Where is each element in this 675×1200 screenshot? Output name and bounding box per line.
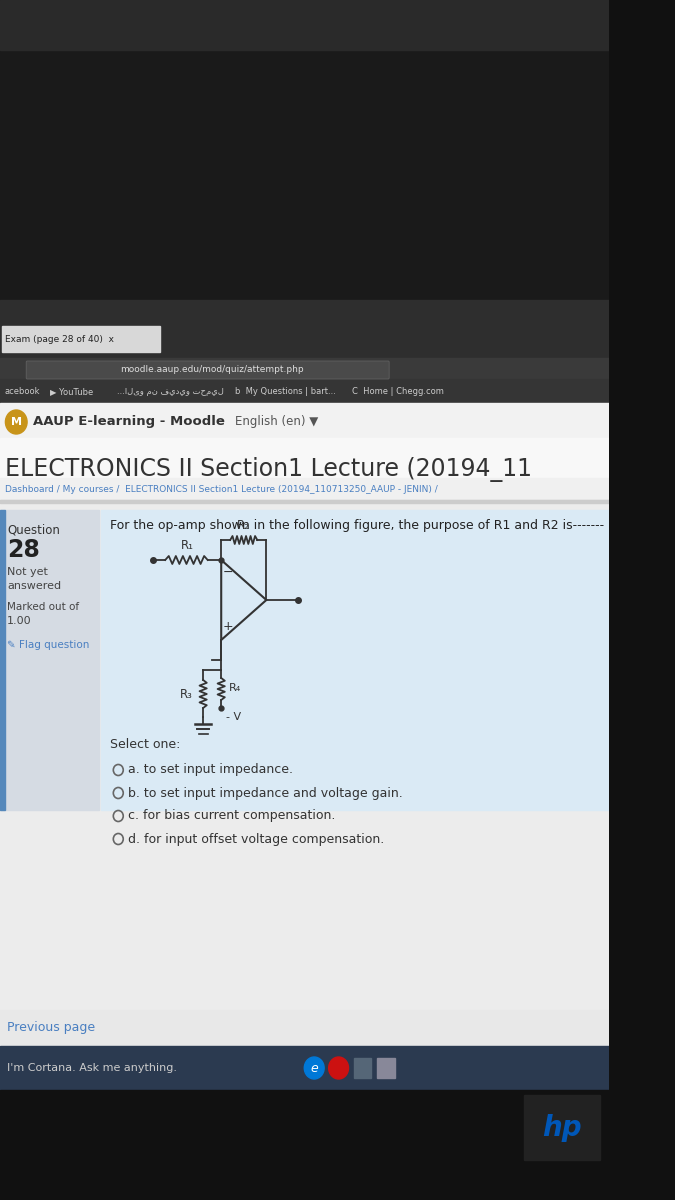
Text: ...الیو من فيديو تحميل: ...الیو من فيديو تحميل xyxy=(117,388,224,396)
Text: Dashboard / My courses /  ELECTRONICS II Section1 Lecture (20194_110713250_AAUP : Dashboard / My courses / ELECTRONICS II … xyxy=(5,485,437,493)
Text: ▶ YouTube: ▶ YouTube xyxy=(50,388,93,396)
Text: 28: 28 xyxy=(7,538,40,562)
Text: Select one:: Select one: xyxy=(110,738,180,751)
Text: answered: answered xyxy=(7,581,61,590)
Text: hp: hp xyxy=(542,1114,581,1142)
Text: Question: Question xyxy=(7,523,60,536)
Text: 1.00: 1.00 xyxy=(7,616,32,626)
Text: ELECTRONICS II Section1 Lecture (20194_11: ELECTRONICS II Section1 Lecture (20194_1… xyxy=(5,457,531,482)
Bar xyxy=(0,438,610,500)
Text: R₁: R₁ xyxy=(180,539,194,552)
Bar xyxy=(0,404,610,1045)
Bar xyxy=(0,478,610,500)
Text: English (en) ▼: English (en) ▼ xyxy=(235,415,318,428)
Text: c. for bias current compensation.: c. for bias current compensation. xyxy=(128,810,335,822)
Text: - V: - V xyxy=(225,712,241,722)
Text: Marked out of: Marked out of xyxy=(7,602,80,612)
Text: I'm Cortana. Ask me anything.: I'm Cortana. Ask me anything. xyxy=(7,1063,178,1073)
Bar xyxy=(0,500,610,502)
Bar xyxy=(0,503,610,1045)
Bar xyxy=(0,500,610,503)
Text: M: M xyxy=(11,416,22,427)
Bar xyxy=(0,510,5,810)
Bar xyxy=(0,1046,610,1090)
Text: d. for input offset voltage compensation.: d. for input offset voltage compensation… xyxy=(128,833,385,846)
Text: R₃: R₃ xyxy=(180,688,192,701)
Text: b  My Questions | bart...: b My Questions | bart... xyxy=(235,388,335,396)
FancyBboxPatch shape xyxy=(26,361,389,379)
Bar xyxy=(0,403,610,440)
Text: R₂: R₂ xyxy=(238,518,250,532)
Text: Not yet: Not yet xyxy=(7,566,48,577)
Bar xyxy=(377,1058,395,1078)
Bar xyxy=(354,1058,371,1078)
Text: Exam (page 28 of 40)  x: Exam (page 28 of 40) x xyxy=(5,335,115,343)
Circle shape xyxy=(5,410,27,434)
Circle shape xyxy=(329,1057,348,1079)
Text: AAUP E-learning - Moodle: AAUP E-learning - Moodle xyxy=(32,415,224,428)
Bar xyxy=(0,510,99,810)
Bar xyxy=(163,326,605,352)
Text: For the op-amp shown in the following figure, the purpose of R1 and R2 is-------: For the op-amp shown in the following fi… xyxy=(110,518,604,532)
Text: ✎ Flag question: ✎ Flag question xyxy=(7,640,90,650)
Circle shape xyxy=(304,1057,324,1079)
Text: a. to set input impedance.: a. to set input impedance. xyxy=(128,763,293,776)
Text: moodle.aaup.edu/mod/quiz/attempt.php: moodle.aaup.edu/mod/quiz/attempt.php xyxy=(120,365,304,373)
Text: +: + xyxy=(223,620,234,634)
Bar xyxy=(101,510,610,810)
Bar xyxy=(0,0,610,50)
Text: b. to set input impedance and voltage gain.: b. to set input impedance and voltage ga… xyxy=(128,786,403,799)
Text: C  Home | Chegg.com: C Home | Chegg.com xyxy=(352,388,444,396)
Bar xyxy=(524,1094,601,1160)
Text: acebook: acebook xyxy=(5,388,40,396)
Text: e: e xyxy=(310,1062,318,1074)
Bar xyxy=(0,300,610,360)
Bar xyxy=(0,1010,610,1045)
Text: −: − xyxy=(223,565,234,578)
Text: Previous page: Previous page xyxy=(7,1020,95,1033)
Bar xyxy=(2,326,160,352)
Bar xyxy=(0,0,610,330)
Bar xyxy=(0,1090,610,1200)
Text: R₄: R₄ xyxy=(228,683,241,692)
Bar xyxy=(0,379,610,404)
Bar xyxy=(0,358,610,380)
